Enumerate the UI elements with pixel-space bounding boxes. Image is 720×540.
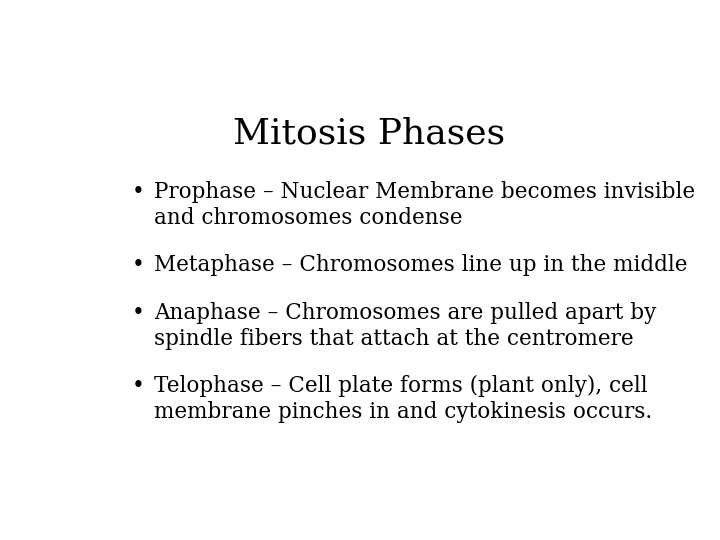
Text: Metaphase – Chromosomes line up in the middle: Metaphase – Chromosomes line up in the m… — [154, 254, 688, 276]
Text: •: • — [132, 302, 145, 324]
Text: •: • — [132, 375, 145, 396]
Text: Prophase – Nuclear Membrane becomes invisible
and chromosomes condense: Prophase – Nuclear Membrane becomes invi… — [154, 181, 696, 229]
Text: •: • — [132, 254, 145, 276]
Text: Anaphase – Chromosomes are pulled apart by
spindle fibers that attach at the cen: Anaphase – Chromosomes are pulled apart … — [154, 302, 657, 350]
Text: •: • — [132, 181, 145, 203]
Text: Mitosis Phases: Mitosis Phases — [233, 117, 505, 151]
Text: Telophase – Cell plate forms (plant only), cell
membrane pinches in and cytokine: Telophase – Cell plate forms (plant only… — [154, 375, 652, 423]
